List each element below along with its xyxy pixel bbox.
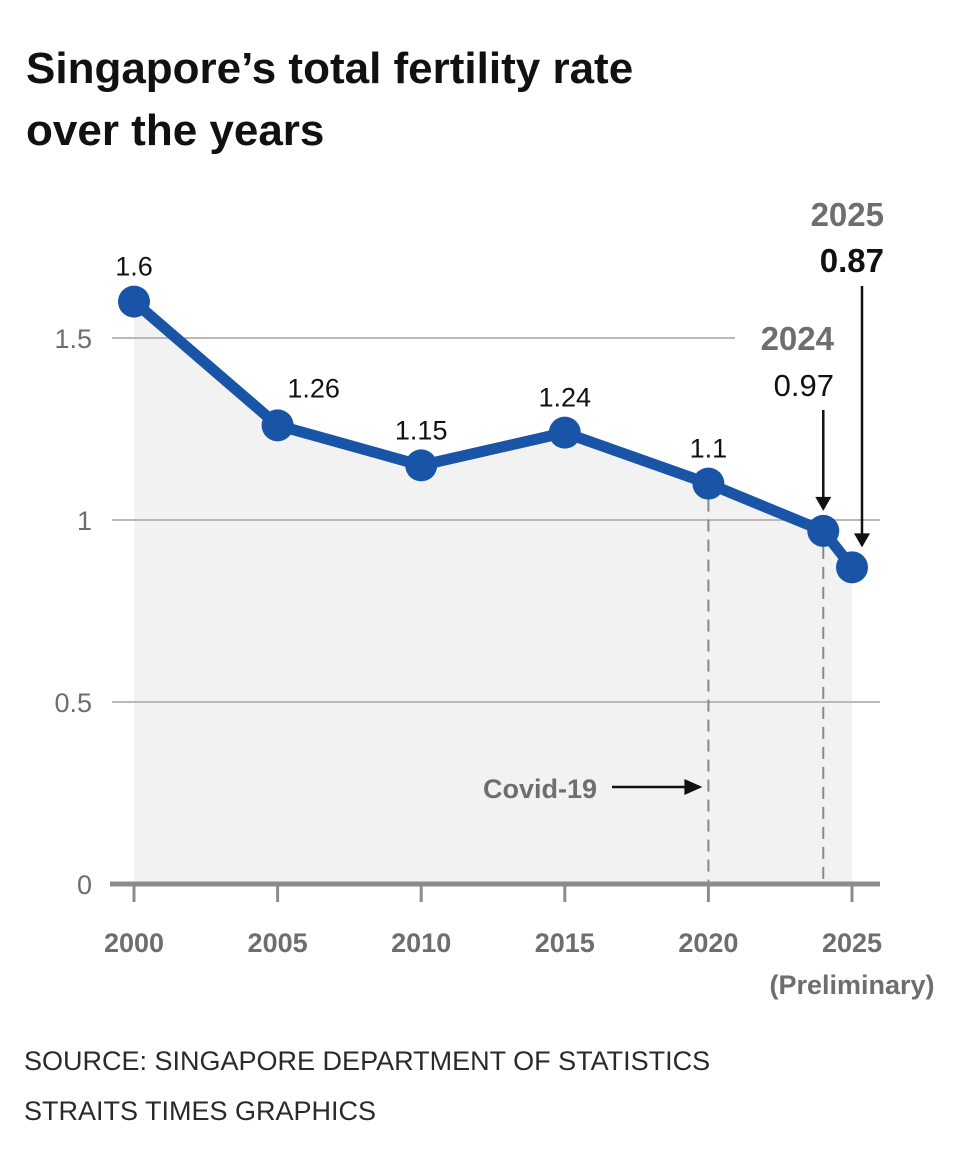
chart-title-line-1: Singapore’s total fertility rate bbox=[26, 44, 634, 93]
data-point-2000 bbox=[118, 285, 150, 318]
covid-label: Covid-19 bbox=[483, 774, 597, 804]
source-credit: SOURCE: SINGAPORE DEPARTMENT OF STATISTI… bbox=[24, 1036, 710, 1136]
x-tick-label: 2000 bbox=[104, 928, 164, 958]
annotation-arrowhead-2024 bbox=[815, 496, 832, 511]
data-point-2024 bbox=[807, 514, 840, 547]
annotation-value-2024: 0.97 bbox=[774, 368, 834, 403]
data-point-2015 bbox=[548, 416, 581, 449]
data-point-2005 bbox=[261, 409, 294, 442]
annotation-value-2025: 0.87 bbox=[820, 242, 884, 279]
data-point-2010 bbox=[405, 449, 438, 482]
x-tick-label: 2025 bbox=[822, 928, 882, 958]
x-tick-label: 2020 bbox=[678, 928, 738, 958]
chart-title: Singapore’s total fertility rate over th… bbox=[26, 38, 926, 162]
y-tick-label: 0.5 bbox=[54, 688, 92, 718]
annotation-arrowhead-2025 bbox=[854, 533, 870, 548]
data-label-2010: 1.15 bbox=[395, 415, 448, 445]
data-label-2020: 1.1 bbox=[690, 434, 728, 464]
data-point-2020 bbox=[692, 467, 725, 500]
fertility-line-chart: 0 0.5 1 1.5 2000 2005 2010 2015 2020 2025 (Prelimi… bbox=[54, 196, 934, 1000]
y-tick-label: 1.5 bbox=[54, 324, 92, 354]
source-line-2: STRAITS TIMES GRAPHICS bbox=[24, 1096, 377, 1126]
x-tick-sublabel: (Preliminary) bbox=[769, 970, 934, 1000]
data-point-2025 bbox=[836, 551, 868, 584]
x-tick-label: 2005 bbox=[248, 928, 308, 958]
covid-arrowhead bbox=[684, 779, 703, 795]
y-tick-label: 0 bbox=[77, 870, 92, 900]
source-line-1: SOURCE: SINGAPORE DEPARTMENT OF STATISTI… bbox=[24, 1046, 711, 1076]
chart-title-line-2: over the years bbox=[26, 106, 325, 155]
data-label-2005: 1.26 bbox=[287, 373, 340, 403]
x-tick-label: 2010 bbox=[391, 928, 451, 958]
y-tick-label: 1 bbox=[77, 506, 92, 536]
x-tick-label: 2015 bbox=[535, 928, 595, 958]
data-label-2015: 1.24 bbox=[539, 383, 592, 413]
area-fill bbox=[134, 301, 852, 885]
annotation-year-2024: 2024 bbox=[761, 320, 835, 357]
data-label-2000: 1.6 bbox=[115, 252, 153, 282]
annotation-year-2025: 2025 bbox=[811, 196, 884, 233]
